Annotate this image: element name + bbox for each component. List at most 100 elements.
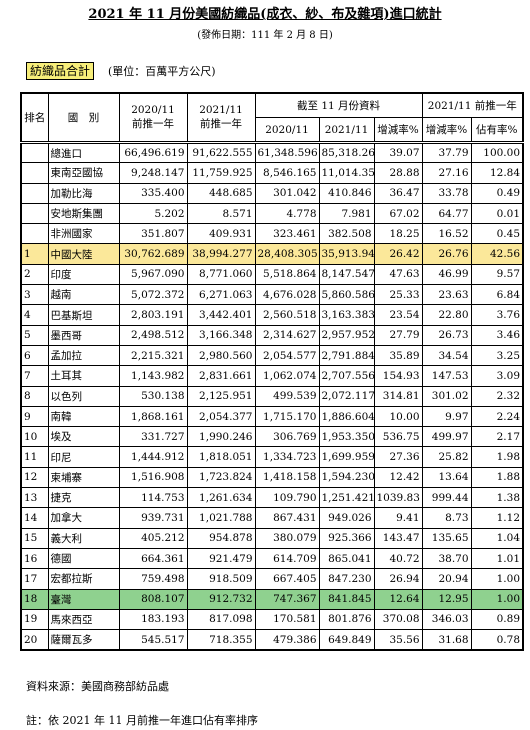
title-text: 2021 年 11 月份美國紡織品(成衣、紗、布及雜項)進口統計	[88, 7, 442, 22]
rank	[20, 203, 49, 225]
value: 38,994.277	[186, 243, 256, 265]
value: 8.73	[421, 507, 472, 529]
value: 1.88	[470, 467, 524, 489]
value: 13.64	[421, 467, 472, 489]
value: 114.753	[118, 487, 188, 509]
country: 臺灣	[47, 589, 120, 610]
value: 18.25	[373, 223, 423, 245]
value: 38.70	[421, 548, 472, 570]
value: 841.845	[318, 589, 375, 610]
rank: 4	[20, 304, 49, 326]
value: 1,062.074	[254, 365, 320, 387]
subtitle: (發佈日期：111 年 2 月 8 日)	[197, 30, 333, 41]
table-row: 1 中國大陸 30,762.689 38,994.277 28,408.305 35,91…	[20, 243, 524, 265]
head-ytd-col: 2021/11	[318, 117, 375, 143]
value: 759.498	[118, 568, 188, 590]
country: 非洲國家	[47, 223, 120, 245]
country: 孟加拉	[47, 345, 120, 367]
value: 4,676.028	[254, 284, 320, 306]
import-table: 排名 國 別 2020/11 前推一年 2021/11 前推一年 截至 11 月份資…	[20, 92, 525, 651]
country: 埃及	[47, 426, 120, 448]
value: 1,021.788	[186, 507, 256, 529]
table-row: 總進口 66,496.619 91,622.555 61,348.596 85,318.…	[20, 142, 524, 164]
head-ytd: 截至 11 月份資料	[254, 93, 423, 118]
value: 801.876	[318, 609, 375, 631]
value: 7.981	[318, 203, 375, 225]
value: 0.89	[470, 609, 524, 631]
value: 949.026	[318, 507, 375, 529]
value: 410.846	[318, 183, 375, 204]
rank: 6	[20, 345, 49, 367]
value: 2,980.560	[186, 345, 256, 367]
value: 1,516.908	[118, 467, 188, 489]
value: 667.405	[254, 568, 320, 590]
value: 2.24	[470, 406, 524, 428]
country: 加拿大	[47, 507, 120, 529]
value: 1.98	[470, 446, 524, 468]
value: 1,723.824	[186, 467, 256, 489]
head-ytd-col: 增減率%	[373, 117, 423, 143]
value: 2,831.661	[186, 365, 256, 387]
value: 0.01	[470, 203, 524, 225]
rank	[20, 142, 49, 164]
value: 545.517	[118, 629, 188, 651]
value: 867.431	[254, 507, 320, 529]
value: 35.89	[373, 345, 423, 367]
value: 2,072.117	[318, 386, 375, 407]
value: 1,334.723	[254, 446, 320, 468]
table-row: 10 埃及 331.727 1,990.246 306.769 1,953.350 536.…	[20, 426, 524, 448]
rank	[20, 162, 49, 184]
value: 335.400	[118, 183, 188, 204]
country: 安地斯集團	[47, 203, 120, 225]
value: 27.79	[373, 325, 423, 346]
value: 2,803.191	[118, 304, 188, 326]
table-row: 2 印度 5,967.090 8,771.060 5,518.864 8,147.547 4…	[20, 264, 524, 286]
value: 12.42	[373, 467, 423, 489]
rank: 13	[20, 487, 49, 509]
value: 8,147.547	[318, 264, 375, 286]
value: 1,699.959	[318, 446, 375, 468]
value: 1,444.912	[118, 446, 188, 468]
head-text: 前推一年	[132, 118, 174, 130]
value: 918.509	[186, 568, 256, 590]
country: 印度	[47, 264, 120, 286]
value: 954.878	[186, 528, 256, 549]
country: 南韓	[47, 406, 120, 428]
table-row: 8 以色列 530.138 2,125.951 499.539 2,072.117 314.…	[20, 386, 524, 407]
value: 12.84	[470, 162, 524, 184]
value: 8,546.165	[254, 162, 320, 184]
value: 6.84	[470, 284, 524, 306]
rank: 3	[20, 284, 49, 306]
value: 664.361	[118, 548, 188, 570]
value: 40.72	[373, 548, 423, 570]
section: 紡織品合計 (單位：百萬平方公尺)	[26, 62, 216, 80]
value: 46.99	[421, 264, 472, 286]
table-row: 5 墨西哥 2,498.512 3,166.348 2,314.627 2,957.952…	[20, 325, 524, 346]
value: 3.76	[470, 304, 524, 326]
value: 143.47	[373, 528, 423, 549]
rank: 5	[20, 325, 49, 346]
table-row: 16 德國 664.361 921.479 614.709 865.041 40.72 38.…	[20, 548, 524, 570]
value: 37.79	[421, 142, 472, 164]
value: 0.45	[470, 223, 524, 245]
value: 323.461	[254, 223, 320, 245]
value: 135.65	[421, 528, 472, 549]
value: 12.64	[373, 589, 423, 610]
value: 9,248.147	[118, 162, 188, 184]
rank	[20, 183, 49, 204]
value: 939.731	[118, 507, 188, 529]
value: 1,715.170	[254, 406, 320, 428]
head-text: 2021/11	[199, 104, 243, 116]
value: 2,314.627	[254, 325, 320, 346]
value: 380.079	[254, 528, 320, 549]
source: 資料來源：美國商務部紡品處	[26, 680, 169, 693]
value: 5,072.372	[118, 284, 188, 306]
value: 3.09	[470, 365, 524, 387]
value: 382.508	[318, 223, 375, 245]
value: 301.02	[421, 386, 472, 407]
value: 614.709	[254, 548, 320, 570]
value: 306.769	[254, 426, 320, 448]
section-label: 紡織品合計	[26, 62, 95, 80]
value: 1.01	[470, 548, 524, 570]
